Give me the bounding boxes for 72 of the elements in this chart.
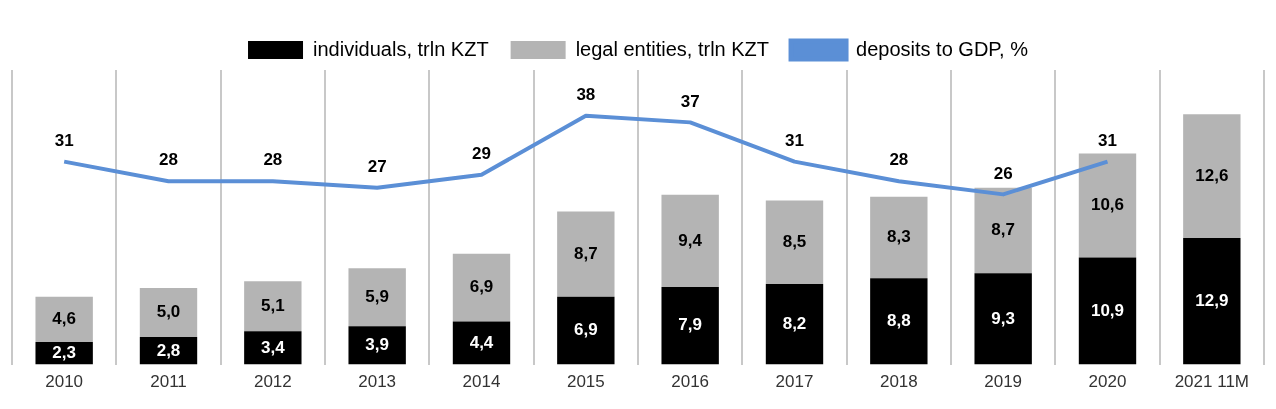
bar <box>870 278 928 365</box>
bar <box>1183 114 1241 238</box>
data-label: 8,2 <box>782 314 807 334</box>
data-label: 31 <box>54 130 74 150</box>
x-tick-label: 2021 11M <box>1174 372 1250 392</box>
bar <box>661 287 719 365</box>
data-label: 8,7 <box>574 243 598 263</box>
data-label: 12,6 <box>1195 165 1229 185</box>
legend-label: individuals, trln KZT <box>313 37 489 60</box>
data-label: 28 <box>263 150 283 170</box>
data-label: 8,7 <box>991 220 1015 240</box>
data-label: 29 <box>472 143 491 163</box>
data-label: 28 <box>159 150 178 170</box>
x-tick-label: 2015 <box>566 372 605 392</box>
data-label: 10,6 <box>1090 195 1125 215</box>
data-label: 10,9 <box>1090 300 1125 320</box>
data-label: 12,9 <box>1195 290 1229 310</box>
data-label: 2,8 <box>156 340 181 360</box>
x-tick-label: 2010 <box>45 372 84 392</box>
bar <box>1078 153 1137 258</box>
data-label: 5,9 <box>365 287 389 307</box>
bar <box>244 331 302 365</box>
bar <box>452 321 511 365</box>
x-tick-label: 2012 <box>253 372 292 392</box>
x-tick-label: 2013 <box>358 372 397 392</box>
data-label: 8,8 <box>887 311 911 331</box>
bar <box>35 296 93 343</box>
data-label: 31 <box>1098 130 1117 150</box>
data-label: 6,9 <box>469 277 494 297</box>
data-label: 5,1 <box>261 295 285 315</box>
data-label: 2,3 <box>52 342 76 362</box>
bar <box>557 211 615 297</box>
data-label: 8,3 <box>887 227 911 247</box>
bar <box>557 296 615 365</box>
data-label: 4,4 <box>469 332 494 352</box>
bar <box>139 288 198 338</box>
data-label: 8,5 <box>782 232 807 252</box>
bar <box>244 281 302 332</box>
data-label: 27 <box>367 157 387 177</box>
x-tick-label: 2018 <box>879 372 918 392</box>
x-tick-label: 2014 <box>462 372 501 392</box>
bar <box>452 253 511 322</box>
legend-label: deposits to GDP, % <box>856 37 1029 60</box>
x-tick-label: 2019 <box>984 372 1023 392</box>
data-label: 5,0 <box>156 302 181 322</box>
x-tick-label: 2017 <box>775 372 814 392</box>
bar <box>765 284 824 365</box>
data-label: 4,6 <box>52 309 76 329</box>
legend-label: legal entities, trln KZT <box>575 37 770 60</box>
data-label: 26 <box>993 163 1013 183</box>
bar <box>870 196 928 279</box>
data-label: 28 <box>889 150 909 170</box>
bar <box>974 187 1032 274</box>
data-label: 7,9 <box>678 315 702 335</box>
data-label: 9,4 <box>678 230 703 250</box>
data-label: 38 <box>576 85 596 105</box>
bar <box>765 200 824 285</box>
data-label: 37 <box>680 91 700 111</box>
x-tick-label: 2016 <box>671 372 710 392</box>
data-label: 9,3 <box>991 308 1015 328</box>
x-tick-label: 2011 <box>150 372 187 392</box>
data-label: 3,9 <box>365 335 389 355</box>
bar <box>348 268 406 327</box>
bar <box>348 326 406 365</box>
data-label: 3,4 <box>261 337 286 357</box>
bar <box>1078 257 1137 365</box>
bar <box>661 194 719 288</box>
bar <box>974 273 1032 365</box>
x-tick-label: 2020 <box>1088 372 1127 392</box>
data-label: 6,9 <box>574 320 598 340</box>
data-label: 31 <box>785 130 804 150</box>
bar <box>1183 237 1241 365</box>
